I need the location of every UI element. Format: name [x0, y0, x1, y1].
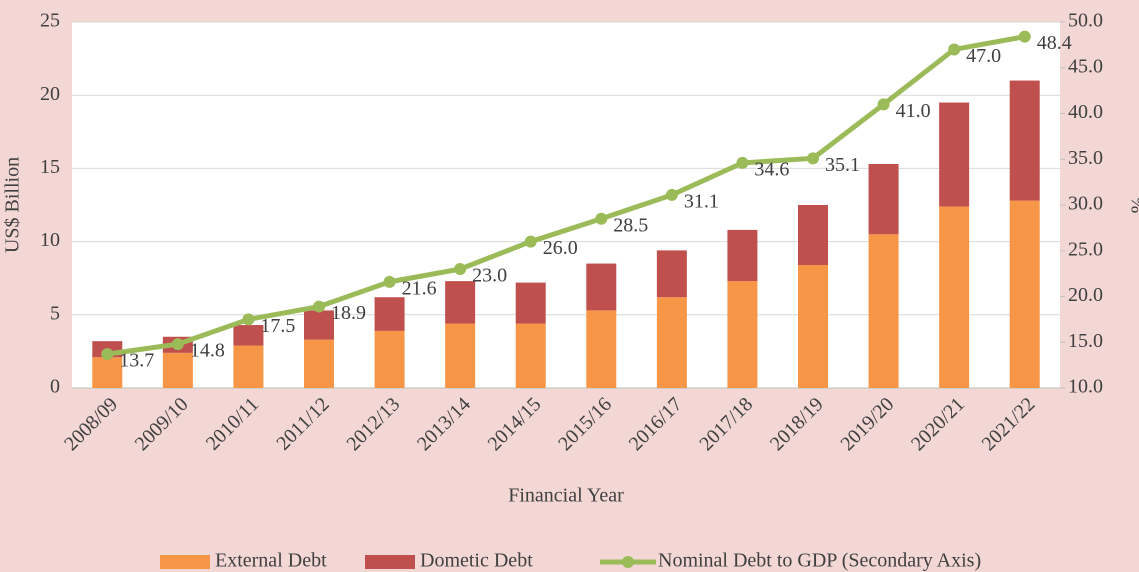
bar-segment: [1009, 80, 1040, 201]
y-tick-label: 0: [50, 376, 60, 398]
y2-tick-label: 15.0: [1068, 330, 1103, 352]
bar-segment: [92, 357, 123, 388]
bar-segment: [939, 206, 970, 388]
line-marker: [736, 156, 749, 169]
data-label: 47.0: [966, 45, 1001, 67]
data-label: 28.5: [613, 214, 648, 236]
data-label: 17.5: [260, 315, 295, 337]
legend-label: External Debt: [215, 550, 327, 572]
legend-label: Dometic Debt: [420, 550, 533, 572]
bar-segment: [586, 310, 617, 388]
y-tick-label: 5: [50, 302, 60, 324]
bar-segment: [515, 282, 546, 324]
legend-label: Nominal Debt to GDP (Secondary Axis): [658, 550, 981, 572]
y-tick-label: 15: [40, 156, 60, 178]
legend-swatch: [160, 555, 210, 569]
data-label: 35.1: [825, 154, 860, 176]
bar-segment: [1009, 200, 1040, 388]
y2-tick-label: 50.0: [1068, 10, 1103, 32]
line-marker: [665, 188, 678, 201]
line-marker: [171, 338, 184, 351]
line-marker: [1018, 30, 1031, 43]
bar-segment: [515, 323, 546, 388]
line-marker: [383, 275, 396, 288]
data-label: 21.6: [402, 277, 437, 299]
y-tick-label: 25: [40, 10, 60, 32]
bar-segment: [233, 325, 264, 346]
line: [106, 34, 1026, 357]
bar-segment: [798, 205, 828, 266]
bar-segment: [162, 352, 193, 388]
line-marker: [454, 263, 467, 276]
bar-segment: [656, 297, 687, 388]
line-marker: [807, 152, 819, 165]
line-marker: [101, 348, 114, 361]
y2-axis-title: %: [1128, 197, 1139, 214]
bar-segment: [304, 339, 334, 388]
data-label: 31.1: [684, 191, 719, 213]
line-marker: [595, 212, 608, 225]
y-tick-label: 20: [40, 83, 60, 105]
plot-area: [72, 22, 1060, 388]
y2-tick-label: 20.0: [1068, 284, 1103, 306]
data-label: 41.0: [896, 100, 931, 122]
data-label: 14.8: [190, 340, 225, 362]
y-tick-label: 10: [40, 229, 60, 251]
y2-tick-label: 25.0: [1068, 238, 1103, 260]
bar-segment: [656, 250, 687, 298]
data-label: 23.0: [472, 265, 507, 287]
bar-segment: [939, 102, 970, 207]
y2-tick-label: 30.0: [1068, 193, 1103, 215]
y2-tick-label: 40.0: [1068, 101, 1103, 123]
bar-segment: [304, 310, 334, 340]
bar-segment: [868, 164, 899, 235]
bar-segment: [445, 323, 476, 388]
bar-segment: [727, 281, 758, 388]
data-label: 26.0: [543, 237, 578, 259]
bar-segment: [374, 297, 405, 331]
y2-tick-label: 10.0: [1068, 376, 1103, 398]
bar-segment: [374, 330, 405, 388]
legend-marker: [622, 556, 634, 568]
line-marker: [948, 43, 961, 56]
x-axis-title: Financial Year: [508, 485, 624, 507]
y2-tick-label: 45.0: [1068, 55, 1103, 77]
bar-segment: [445, 281, 476, 324]
y-axis-title: US$ Billion: [2, 157, 24, 253]
data-label: 48.4: [1037, 32, 1072, 54]
bar-segment: [233, 345, 264, 388]
bar-segment: [798, 265, 828, 388]
y2-tick-label: 35.0: [1068, 147, 1103, 169]
legend-swatch: [365, 555, 415, 569]
bar-segment: [586, 263, 617, 311]
bar-segment: [727, 229, 758, 282]
line-marker: [877, 98, 890, 111]
line-marker: [524, 235, 537, 248]
data-label: 34.6: [754, 159, 789, 181]
line-marker: [242, 313, 255, 326]
data-label: 18.9: [331, 302, 366, 324]
bar-segment: [868, 234, 899, 388]
data-label: 13.7: [119, 350, 154, 372]
line-marker: [313, 300, 325, 313]
